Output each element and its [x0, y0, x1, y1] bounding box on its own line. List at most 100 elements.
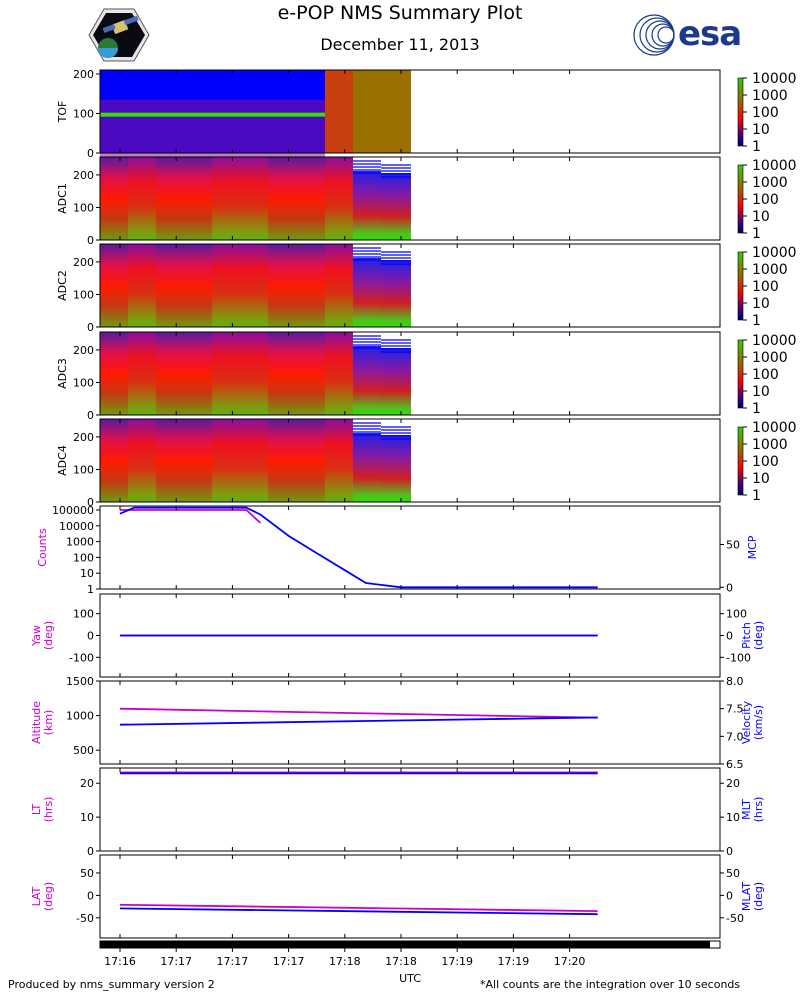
left-axis-label: Altitude(km) — [30, 701, 55, 744]
x-tick-label: 17:17 — [273, 955, 305, 968]
right-y-tick-label: 6.5 — [726, 758, 744, 771]
series-line-blue — [119, 716, 598, 726]
adc-spectrum-column-6 — [325, 419, 353, 502]
y-tick-label: 0 — [87, 147, 94, 160]
right-axis-label: MLAT(deg) — [740, 882, 765, 912]
left-y-tick-label: 1 — [87, 583, 94, 596]
y-tick-label: 100 — [73, 463, 94, 476]
y-tick-label: 0 — [87, 234, 94, 247]
y-tick-label: 0 — [87, 409, 94, 422]
panel-frame — [99, 243, 721, 328]
y-tick-label: 100 — [73, 376, 94, 389]
y-axis-label: ADC4 — [56, 445, 69, 476]
adc-spectrum-column-7 — [353, 171, 381, 240]
colorbar-tick-label: 100 — [752, 367, 779, 383]
adc-spectrum-column-4 — [212, 419, 268, 502]
colorbar-tick-label: 10000 — [752, 333, 797, 349]
y-axis-label: ADC2 — [56, 270, 69, 301]
x-tick-label: 17:16 — [104, 955, 136, 968]
colorbar-tick-label: 10 — [752, 122, 770, 138]
x-tick-label: 17:17 — [160, 955, 192, 968]
adc-spectrum-column-7 — [353, 433, 381, 502]
right-y-tick-label: 10 — [726, 811, 740, 824]
adc-spectrum-column-1 — [100, 419, 128, 502]
left-axis-label: Counts — [36, 528, 49, 567]
colorbar-tick-label: 1000 — [752, 350, 788, 366]
y-axis-label: ADC3 — [56, 358, 69, 389]
adc-spectrum-column-7 — [353, 346, 381, 415]
right-y-tick-label: 20 — [726, 777, 740, 790]
colorbar-tick-label: 1 — [752, 139, 761, 155]
adc-spectrum-column-2 — [128, 419, 156, 502]
left-y-tick-label: 500 — [73, 744, 94, 757]
x-tick-label: 17:17 — [217, 955, 249, 968]
left-y-tick-label: 0 — [87, 845, 94, 858]
y-tick-label: 100 — [73, 288, 94, 301]
left-y-tick-label: 50 — [80, 867, 94, 880]
colorbar-tick-label: 10000 — [752, 71, 797, 87]
adc-spectrum-column-6 — [325, 157, 353, 240]
colorbar-tick-label: 10 — [752, 384, 770, 400]
colorbar-tick-label: 100 — [752, 279, 779, 295]
colorbar-tick-label: 100 — [752, 192, 779, 208]
colorbar-tick-label: 1 — [752, 488, 761, 504]
x-tick-label: 17:19 — [441, 955, 473, 968]
x-tick-label: 17:19 — [498, 955, 530, 968]
panel-frame — [99, 505, 721, 590]
left-y-tick-label: 10 — [80, 567, 94, 580]
series-line-blue — [119, 506, 598, 589]
panel-9: 0 10 20 0 10 20 LT(hrs) MLT(hrs) — [30, 767, 765, 858]
x-tick-label: 17:18 — [385, 955, 417, 968]
colorbar-tick-label: 10000 — [752, 245, 797, 261]
panel-frame — [99, 593, 721, 678]
adc-spectrum-column-8 — [381, 348, 411, 415]
coverage-bar-frame — [99, 940, 721, 949]
right-y-tick-label: 50 — [726, 539, 740, 552]
adc-spectrum-column-3 — [156, 157, 212, 240]
adc-spectrum-column-5 — [268, 332, 325, 415]
left-y-tick-label: -100 — [69, 651, 94, 664]
colorbar-tick-label: 100 — [752, 454, 779, 470]
left-y-tick-label: 1000 — [66, 710, 94, 723]
adc-spectrum-column-8 — [381, 173, 411, 240]
right-y-tick-label: 0 — [726, 845, 733, 858]
left-axis-label: Yaw(deg) — [30, 621, 55, 650]
right-axis-label: MCP — [746, 535, 759, 559]
right-y-tick-label: 7.5 — [726, 703, 744, 716]
series-line-magenta — [120, 509, 262, 524]
right-axis-label: Pitch(deg) — [740, 621, 765, 650]
left-axis-label: LT(hrs) — [30, 797, 55, 823]
left-y-tick-label: 0 — [87, 889, 94, 902]
colorbar — [737, 426, 744, 496]
adc-spectrum-column-5 — [268, 244, 325, 327]
colorbar — [737, 164, 744, 234]
tof-block-3 — [353, 70, 411, 153]
panel-8: 500 1000 1500 6.5 7.0 7.5 8.0 Altitude(km) Veloc… — [30, 675, 765, 771]
colorbar-tick-label: 1000 — [752, 88, 788, 104]
y-tick-label: 100 — [73, 107, 94, 120]
right-y-tick-label: 0 — [726, 889, 733, 902]
adc-spectrum-column-6 — [325, 244, 353, 327]
right-y-tick-label: 8.0 — [726, 675, 744, 688]
adc-spectrum-column-8 — [381, 435, 411, 502]
adc-spectrum-column-1 — [100, 244, 128, 327]
right-axis-label: MLT(hrs) — [740, 797, 765, 823]
panel-frame — [99, 69, 721, 154]
panel-frame — [99, 331, 721, 416]
series-line-magenta — [119, 707, 598, 719]
left-y-tick-label: 20 — [80, 777, 94, 790]
left-y-tick-label: 100000 — [52, 504, 94, 517]
adc-spectrum-column-3 — [156, 332, 212, 415]
adc-spectrum-column-4 — [212, 157, 268, 240]
colorbar-tick-label: 1 — [752, 226, 761, 242]
y-tick-label: 200 — [73, 256, 94, 269]
colorbar-tick-label: 10000 — [752, 158, 797, 174]
x-tick-label: 17:18 — [329, 955, 361, 968]
adc-spectrum-column-7 — [353, 258, 381, 327]
colorbar-tick-label: 10 — [752, 296, 770, 312]
panel-10: -50 0 50 -50 0 50 LAT(deg) MLAT(deg) — [30, 854, 765, 939]
